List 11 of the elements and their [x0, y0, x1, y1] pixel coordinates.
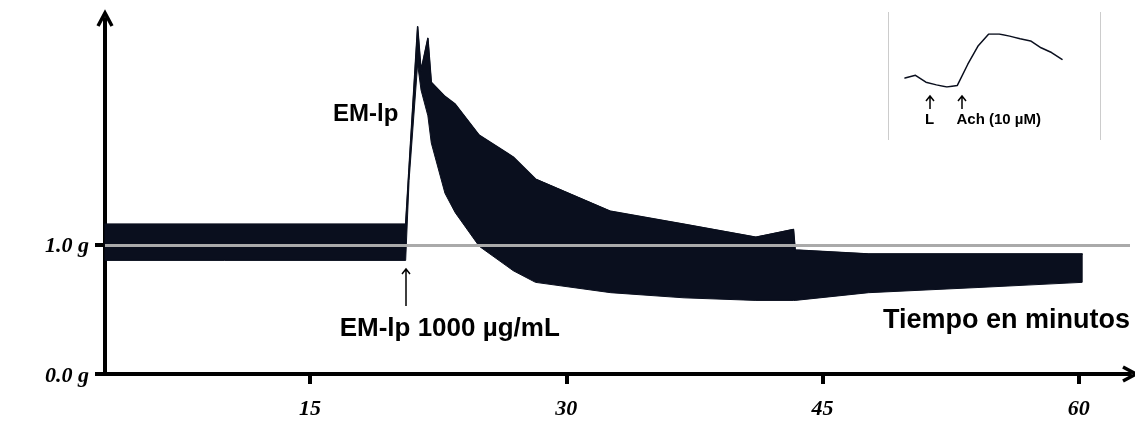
annotation: EM-lp [333, 98, 399, 126]
annotation: EM-lp 1000 µg/mL [339, 312, 560, 343]
y-tick-label: 1.0 g [45, 232, 89, 258]
annotation: Ach (10 µM) [956, 109, 1042, 127]
annotation: L [925, 109, 935, 127]
x-tick-label: 45 [810, 394, 834, 420]
x-tick-label: 30 [554, 394, 578, 420]
x-tick-label: 15 [299, 394, 321, 420]
x-tick-label: 60 [1067, 394, 1090, 420]
y-tick-label: 0.0 g [45, 361, 89, 387]
x-axis-title: Tiempo en minutos [882, 303, 1131, 334]
